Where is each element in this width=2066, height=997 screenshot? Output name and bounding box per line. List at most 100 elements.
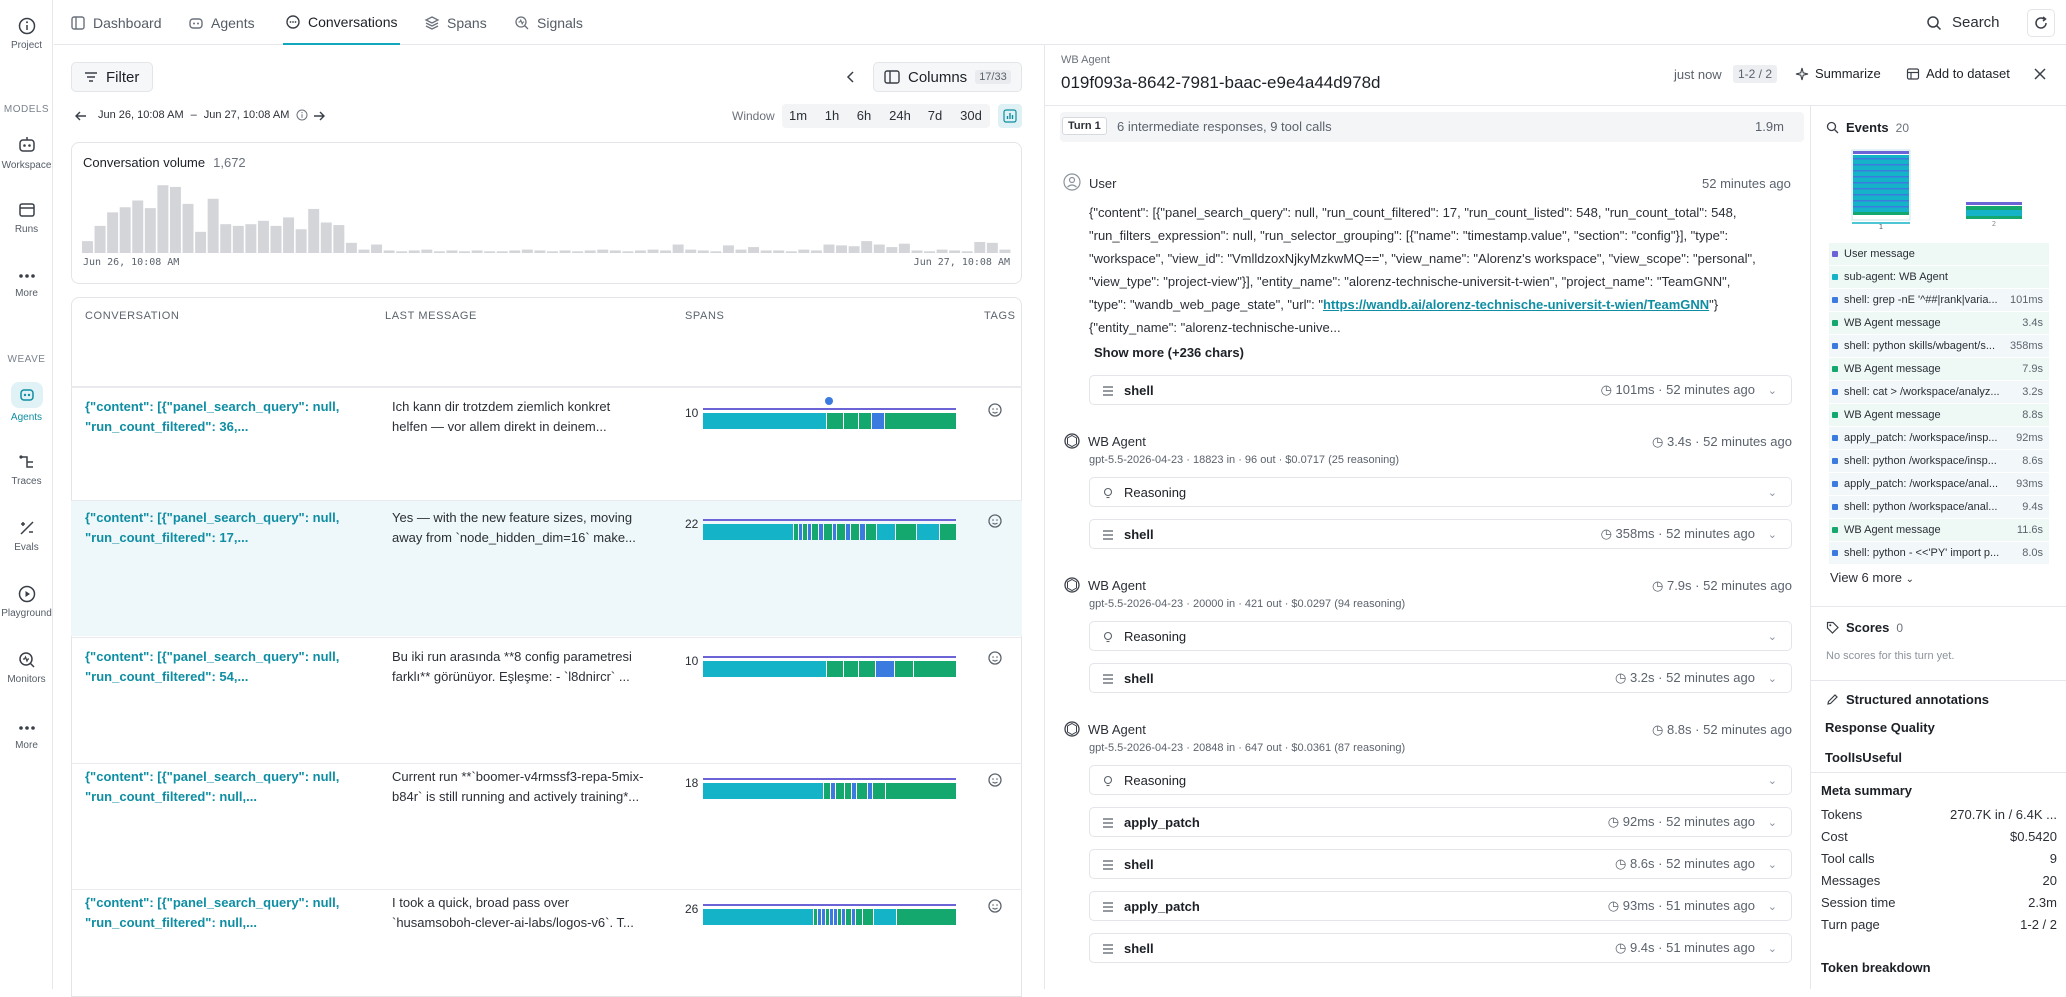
volume-bar[interactable] xyxy=(496,251,508,253)
event-item[interactable]: WB Agent message 3.4s xyxy=(1829,312,2049,334)
volume-bar[interactable] xyxy=(735,249,747,253)
volume-bar[interactable] xyxy=(836,245,848,253)
volume-bar[interactable] xyxy=(898,243,910,253)
volume-bar[interactable] xyxy=(672,244,684,253)
event-item[interactable]: shell: grep -nE '^##|rank|varia... 101ms xyxy=(1829,289,2049,311)
column-header-last-message[interactable]: LAST MESSAGE xyxy=(385,310,477,322)
volume-bar[interactable] xyxy=(207,198,219,253)
volume-bar[interactable] xyxy=(220,224,232,253)
volume-bar[interactable] xyxy=(748,247,760,253)
add-to-dataset-button[interactable]: Add to dataset xyxy=(1906,66,2010,81)
event-item[interactable]: User message xyxy=(1829,243,2049,265)
volume-bar[interactable] xyxy=(144,208,156,253)
volume-bar[interactable] xyxy=(484,251,496,253)
window-1h-button[interactable]: 1h xyxy=(824,108,840,123)
volume-bar[interactable] xyxy=(521,249,533,253)
chart-toggle-button[interactable] xyxy=(998,104,1022,128)
volume-bar[interactable] xyxy=(911,250,923,253)
collapse-panel-button[interactable] xyxy=(843,69,859,85)
volume-bar[interactable] xyxy=(94,225,106,253)
volume-bar[interactable] xyxy=(270,225,282,253)
volume-bar[interactable] xyxy=(848,246,860,253)
event-item[interactable]: shell: python /workspace/insp... 8.6s xyxy=(1829,450,2049,472)
volume-bar[interactable] xyxy=(245,224,257,253)
event-item[interactable]: shell: python skills/wbagent/s... 358ms xyxy=(1829,335,2049,357)
volume-bar[interactable] xyxy=(798,249,810,253)
volume-bar[interactable] xyxy=(169,186,181,253)
tool-call-row[interactable]: apply_patch ◷ 92ms · 52 minutes ago ⌄ xyxy=(1089,807,1792,837)
volume-bar[interactable] xyxy=(119,207,131,253)
tab-conversations[interactable]: Conversations xyxy=(283,0,400,45)
volume-bar[interactable] xyxy=(924,251,935,253)
span-timeline[interactable] xyxy=(703,508,956,542)
sidebar-item-playground[interactable]: Playground xyxy=(0,584,53,619)
sidebar-item-evals[interactable]: Evals xyxy=(0,518,53,553)
volume-bar[interactable] xyxy=(622,251,634,253)
volume-bar[interactable] xyxy=(697,250,709,253)
sidebar-item-more-2[interactable]: More xyxy=(0,720,53,751)
add-tag-icon[interactable] xyxy=(987,402,1003,418)
volume-bar[interactable] xyxy=(810,250,822,253)
volume-bar[interactable] xyxy=(471,250,483,253)
sidebar-item-traces[interactable]: Traces xyxy=(0,452,53,487)
volume-bar[interactable] xyxy=(107,212,119,253)
volume-bar[interactable] xyxy=(999,249,1011,253)
column-header-conversation[interactable]: CONVERSATION xyxy=(85,310,180,322)
volume-bar[interactable] xyxy=(634,250,646,253)
conversation-volume-chart[interactable] xyxy=(82,181,1012,253)
annotation-item[interactable]: Response Quality xyxy=(1825,720,1935,735)
span-timeline[interactable] xyxy=(703,645,956,679)
volume-bar[interactable] xyxy=(371,244,383,253)
conversation-cell[interactable]: {"content": [{"panel_search_query": null… xyxy=(85,399,340,434)
annotation-item[interactable]: ToolIsUseful xyxy=(1825,750,1903,765)
volume-bar[interactable] xyxy=(986,242,998,253)
window-7d-button[interactable]: 7d xyxy=(927,108,943,123)
window-6h-button[interactable]: 6h xyxy=(856,108,872,123)
tab-spans[interactable]: Spans xyxy=(424,0,487,45)
volume-bar[interactable] xyxy=(584,250,596,253)
turn-bar[interactable] xyxy=(1060,112,1804,142)
volume-bar[interactable] xyxy=(534,250,546,253)
volume-bar[interactable] xyxy=(295,229,307,253)
volume-bar[interactable] xyxy=(974,241,986,253)
volume-bar[interactable] xyxy=(132,200,144,253)
user-url-link[interactable]: https://wandb.ai/alorenz-technische-univ… xyxy=(1322,297,1710,312)
conversation-cell[interactable]: {"content": [{"panel_search_query": null… xyxy=(85,895,340,930)
volume-bar[interactable] xyxy=(936,249,948,253)
sidebar-item-agents[interactable]: Agents xyxy=(0,382,53,423)
add-tag-icon[interactable] xyxy=(987,513,1003,529)
date-range[interactable]: Jun 26, 10:08 AM – Jun 27, 10:08 AM xyxy=(98,109,308,121)
volume-bar[interactable] xyxy=(886,247,898,253)
volume-bar[interactable] xyxy=(961,251,973,253)
volume-bar[interactable] xyxy=(182,203,194,253)
event-item[interactable]: WB Agent message 7.9s xyxy=(1829,358,2049,380)
add-tag-icon[interactable] xyxy=(987,772,1003,788)
volume-bar[interactable] xyxy=(785,251,797,253)
volume-bar[interactable] xyxy=(333,225,345,253)
sidebar-item-runs[interactable]: Runs xyxy=(0,200,53,235)
volume-bar[interactable] xyxy=(559,250,571,253)
volume-bar[interactable] xyxy=(459,251,470,253)
conversation-cell[interactable]: {"content": [{"panel_search_query": null… xyxy=(85,510,340,545)
volume-bar[interactable] xyxy=(308,208,320,253)
table-row[interactable]: {"content": [{"panel_search_query": null… xyxy=(71,500,1022,636)
tool-call-row[interactable]: shell ◷ 358ms · 52 minutes ago ⌄ xyxy=(1089,519,1792,549)
tool-call-row[interactable]: shell ◷ 9.4s · 51 minutes ago ⌄ xyxy=(1089,933,1792,963)
volume-bar[interactable] xyxy=(408,250,420,253)
volume-bar[interactable] xyxy=(82,241,93,253)
column-header-spans[interactable]: SPANS xyxy=(685,310,725,322)
volume-bar[interactable] xyxy=(572,251,584,253)
window-30d-button[interactable]: 30d xyxy=(960,108,982,123)
volume-bar[interactable] xyxy=(710,251,722,253)
tab-agents[interactable]: Agents xyxy=(188,0,255,45)
reasoning-row[interactable]: Reasoning ⌄ xyxy=(1089,477,1792,507)
sidebar-item-workspace[interactable]: Workspace xyxy=(0,134,53,171)
tool-call-row[interactable]: shell ◷ 101ms · 52 minutes ago ⌄ xyxy=(1089,375,1792,405)
event-item[interactable]: WB Agent message 8.8s xyxy=(1829,404,2049,426)
event-item[interactable]: sub-agent: WB Agent xyxy=(1829,266,2049,288)
volume-bar[interactable] xyxy=(157,185,169,253)
search-button[interactable]: Search xyxy=(1926,14,2000,31)
event-item[interactable]: WB Agent message 11.6s xyxy=(1829,519,2049,541)
date-prev-button[interactable] xyxy=(73,108,89,124)
volume-bar[interactable] xyxy=(358,249,370,253)
